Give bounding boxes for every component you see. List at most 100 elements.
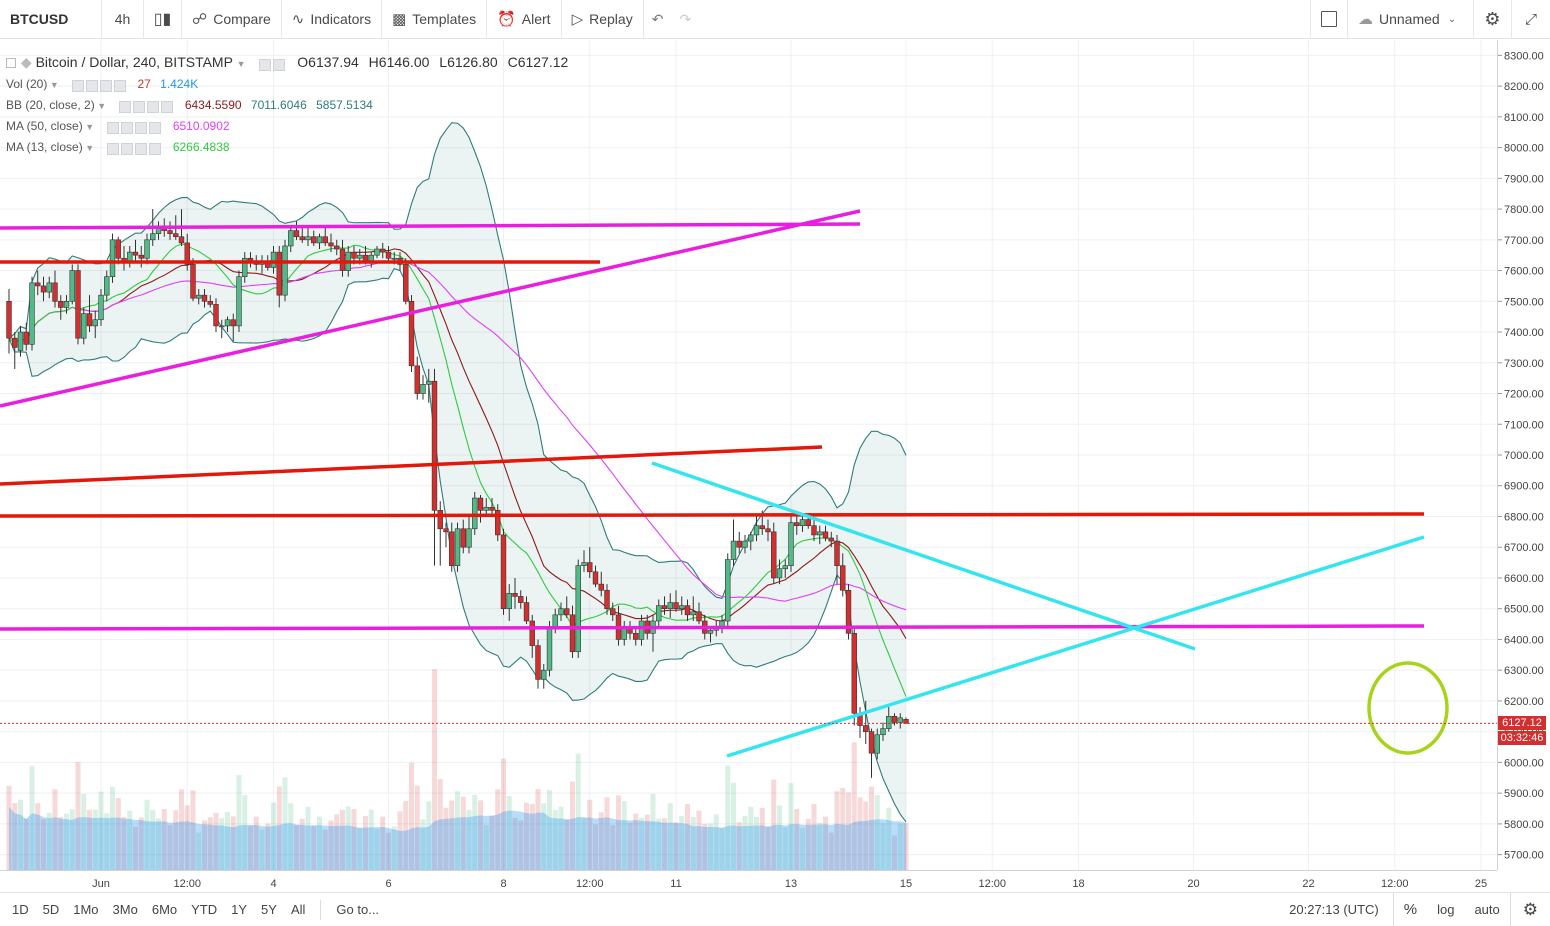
candle <box>828 531 834 548</box>
axis-settings-button[interactable]: ⚙ <box>1509 893 1550 926</box>
volume-bar <box>765 826 771 870</box>
checkbox-icon[interactable]: ◆ <box>20 54 32 70</box>
volume-bar <box>173 810 179 870</box>
candle-body <box>575 565 581 653</box>
range-ytd[interactable]: YTD <box>191 902 218 917</box>
volume-bar <box>558 806 564 870</box>
fullscreen-toggle-button[interactable] <box>1310 0 1348 38</box>
candle-body <box>167 230 173 234</box>
range-6mo[interactable]: 6Mo <box>151 902 178 917</box>
volume-bar <box>202 820 207 870</box>
volume-bar <box>363 815 368 870</box>
candle-body <box>541 669 547 680</box>
volume-bar <box>58 816 64 870</box>
volume-bar <box>846 792 851 870</box>
collapse-icon[interactable] <box>6 58 16 69</box>
fullscreen-button[interactable]: ⤢ <box>1512 0 1550 38</box>
volume-bar <box>230 816 236 870</box>
range-1d[interactable]: 1D <box>12 902 29 917</box>
percent-toggle[interactable]: % <box>1392 893 1427 926</box>
undo-icon: ↶ <box>651 10 664 27</box>
volume-bar <box>650 793 656 870</box>
candle <box>863 700 869 744</box>
price-tick-label: 7900.00 <box>1504 173 1544 185</box>
goto-button[interactable]: Go to... <box>336 902 380 917</box>
volume-bar <box>869 786 874 870</box>
time-axis[interactable]: Jun 12:00 4 6 8 12:00 11 13 15 12:00 18 20 22 12:00 25 <box>0 870 1497 893</box>
price-chart[interactable] <box>0 40 1497 870</box>
bb-controls[interactable] <box>119 96 175 116</box>
range-1mo[interactable]: 1Mo <box>73 902 99 917</box>
range-1y[interactable]: 1Y <box>231 902 248 917</box>
volume-bar <box>432 669 437 870</box>
volume-bar <box>6 785 12 870</box>
candle <box>707 627 714 643</box>
candle-body <box>219 325 225 328</box>
range-all[interactable]: All <box>290 902 306 917</box>
price-tick-label: 5800.00 <box>1504 819 1544 831</box>
volume-bar <box>748 806 754 870</box>
auto-toggle[interactable]: auto <box>1474 902 1500 917</box>
ma50-controls[interactable] <box>107 117 163 137</box>
legend-controls[interactable] <box>259 53 287 73</box>
volume-bar <box>340 809 345 870</box>
range-5y[interactable]: 5Y <box>261 902 277 917</box>
candle-body <box>742 540 748 548</box>
undo-button[interactable]: ↶ <box>644 0 672 38</box>
utc-clock[interactable]: 20:27:13 (UTC) <box>1289 902 1379 917</box>
volume-bar <box>575 753 581 870</box>
price-tick-label: 7600.00 <box>1504 266 1544 278</box>
volume-bar <box>282 777 288 870</box>
candle-body <box>707 629 714 634</box>
chart-type-button[interactable]: ▯▮ <box>144 0 182 38</box>
candle <box>328 233 334 253</box>
volume-bar <box>138 817 144 870</box>
candle <box>753 516 760 542</box>
candle-body <box>35 282 41 287</box>
candle-body <box>811 525 817 536</box>
volume-controls[interactable] <box>72 75 128 95</box>
candle-body <box>794 522 800 527</box>
symbol-title: Bitcoin / Dollar, 240, BITSTAMP <box>35 54 233 70</box>
volume-bar <box>144 799 150 870</box>
high-value: H6146.00 <box>368 54 430 70</box>
compare-button[interactable]: ☍ Compare <box>182 0 282 38</box>
templates-button[interactable]: ▩ Templates <box>382 0 488 38</box>
volume-bar <box>179 789 184 870</box>
candle-body <box>236 276 242 327</box>
candle-body <box>483 506 489 511</box>
volume-bar <box>351 809 357 870</box>
log-toggle[interactable]: log <box>1437 902 1455 917</box>
candle-body <box>805 519 811 527</box>
chevron-down-icon[interactable]: ▼ <box>236 59 246 69</box>
candle-body <box>184 242 190 265</box>
candle-body <box>196 294 202 299</box>
volume-bar <box>437 778 443 870</box>
candle-body <box>17 331 24 351</box>
indicators-icon: ∿ <box>291 11 305 28</box>
replay-button[interactable]: ▷ Replay <box>562 0 644 38</box>
price-axis[interactable]: 5700.005800.005900.006000.006100.006200.… <box>1497 40 1550 870</box>
candle <box>874 728 880 760</box>
volume-bar <box>535 789 541 870</box>
indicators-button[interactable]: ∿ Indicators <box>282 0 383 38</box>
interval-button[interactable]: 4h <box>102 0 144 38</box>
range-5d[interactable]: 5D <box>42 902 60 917</box>
ma13-controls[interactable] <box>107 138 163 158</box>
candle-body <box>765 528 771 533</box>
candle <box>431 368 438 566</box>
price-tick-label: 7700.00 <box>1504 235 1544 247</box>
settings-button[interactable]: ⚙ <box>1474 0 1512 38</box>
candle <box>661 596 668 615</box>
candle <box>684 599 691 621</box>
candle-body <box>736 540 742 548</box>
alert-button[interactable]: ⏰ Alert <box>487 0 562 38</box>
redo-button[interactable]: ↷ <box>671 0 699 38</box>
layout-menu-button[interactable]: ☁ Unnamed ⌄ <box>1348 0 1474 38</box>
volume-bar <box>81 793 87 870</box>
candle-body <box>380 248 386 253</box>
volume-bar <box>834 791 840 870</box>
range-3mo[interactable]: 3Mo <box>112 902 138 917</box>
symbol-search[interactable]: BTCUSD <box>0 0 102 38</box>
candle-body <box>903 719 909 724</box>
